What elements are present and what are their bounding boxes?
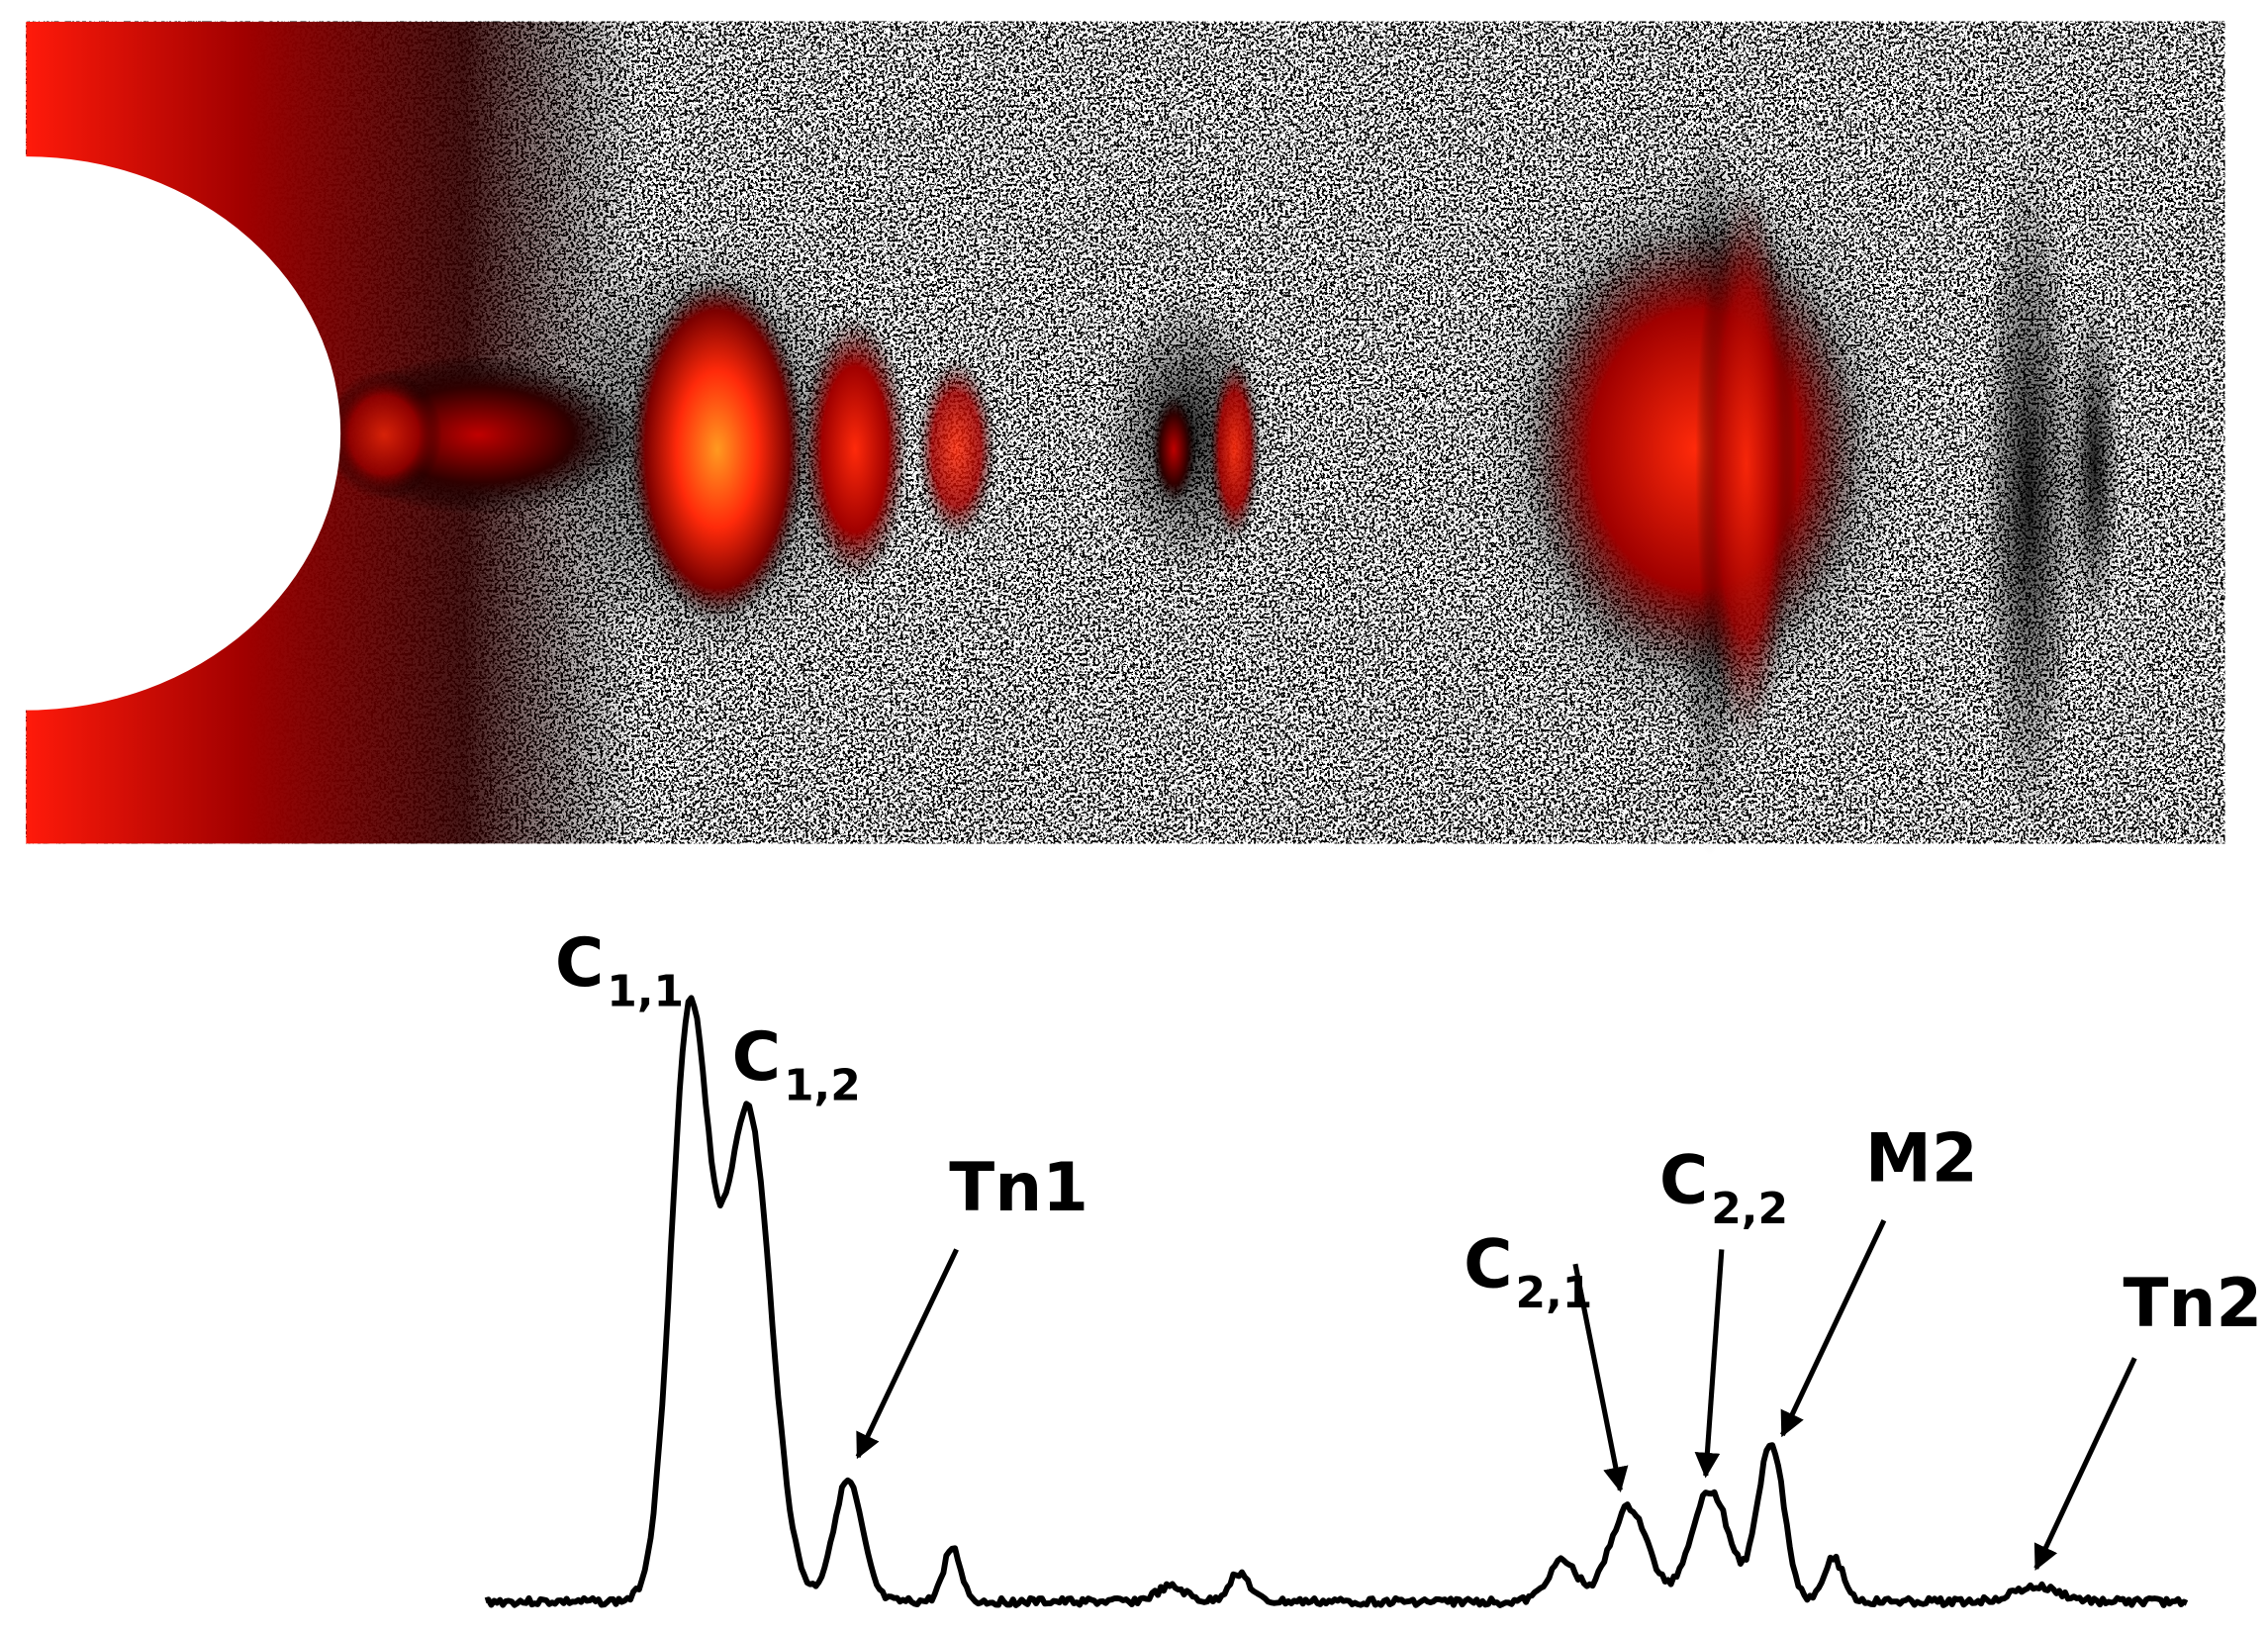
label-main: Tn1 [949, 1148, 1088, 1226]
peak-label: C1,2 [732, 1017, 861, 1111]
annotations [855, 1219, 2137, 1571]
label-main: C [732, 1017, 781, 1096]
peak-label: Tn1 [949, 1148, 1088, 1226]
intensity-profile [484, 995, 2189, 1608]
peak-label: M2 [1865, 1119, 1978, 1198]
diffraction-image [0, 21, 2225, 856]
peak-label: C1,1 [555, 923, 684, 1017]
label-subscript: 2,1 [1516, 1268, 1593, 1318]
label-main: C [555, 923, 604, 1002]
label-main: C [1464, 1225, 1512, 1303]
peak-label: C2,1 [1464, 1225, 1592, 1319]
label-subscript: 1,2 [784, 1061, 861, 1111]
peak-label: Tn2 [2124, 1264, 2263, 1342]
label-subscript: 1,1 [607, 966, 684, 1016]
label-main: C [1659, 1141, 1708, 1219]
peak-label: C2,2 [1659, 1141, 1788, 1235]
label-main: Tn2 [2124, 1264, 2263, 1342]
label-main: M2 [1865, 1119, 1978, 1198]
label-subscript: 2,2 [1711, 1184, 1788, 1234]
